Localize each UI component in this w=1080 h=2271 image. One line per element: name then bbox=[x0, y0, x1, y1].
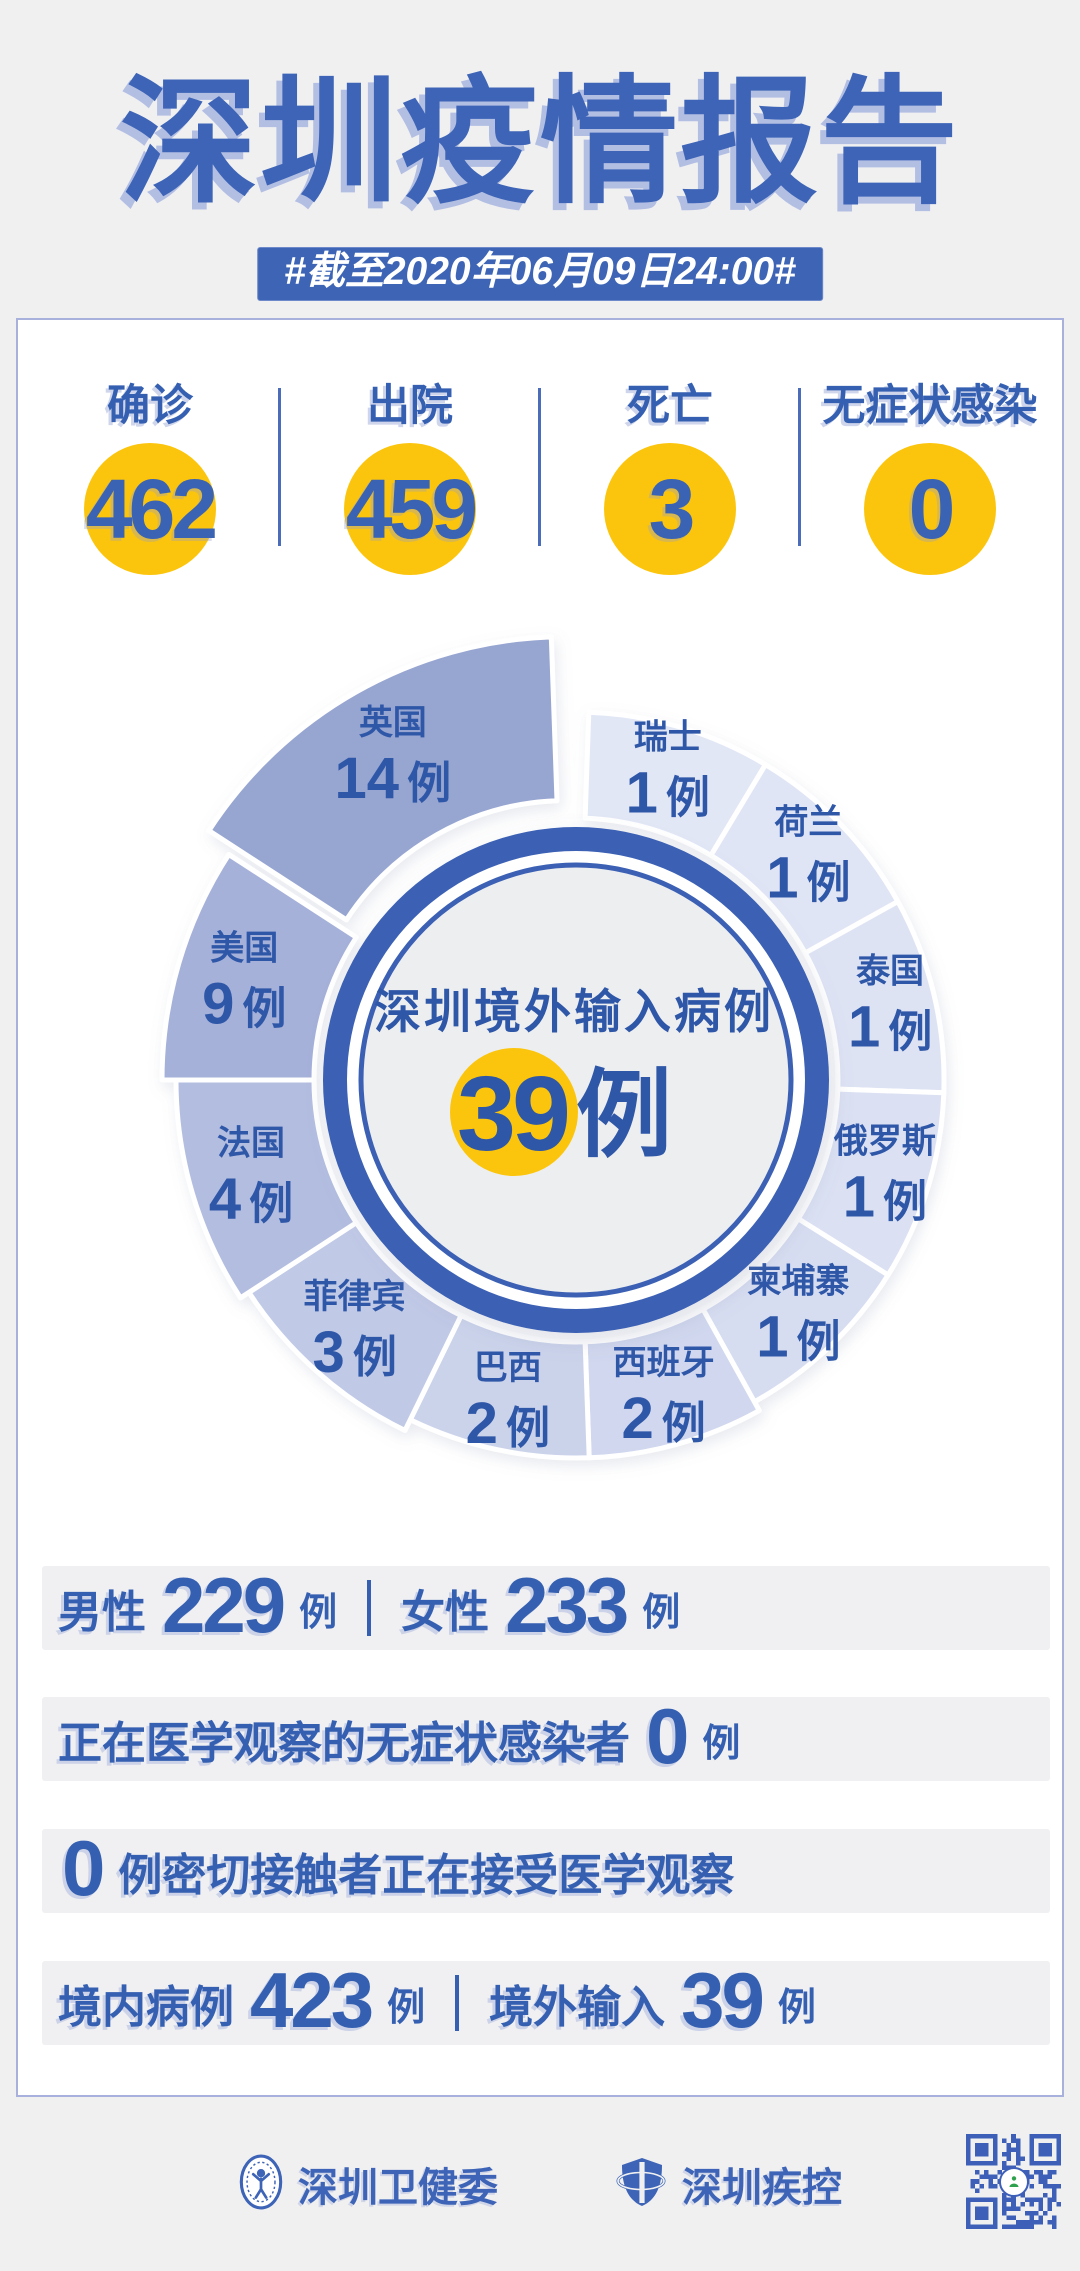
org-cdc-label: 深圳疾控 bbox=[682, 2166, 842, 2210]
pie-slice-name-4: 柬埔寨 bbox=[747, 1262, 849, 1300]
pie-center-hub bbox=[323, 827, 829, 1333]
pie-slice-name-3: 俄罗斯 bbox=[833, 1122, 936, 1160]
pie-slice-name-7: 菲律宾 bbox=[304, 1278, 406, 1316]
close-contacts-label: 例密切接触者正在接受医学观察 bbox=[118, 1851, 735, 1900]
pie-center-unit: 例 bbox=[576, 1062, 672, 1169]
stat-deaths-circle: 3 bbox=[604, 443, 736, 575]
imported-unit: 例 bbox=[777, 1986, 816, 2029]
qr-center-seal-icon bbox=[998, 2166, 1029, 2197]
panel-case-origin: 境内病例 423 例 境外输入 39 例 bbox=[42, 1956, 1050, 2045]
domestic-label: 境内病例 bbox=[58, 1983, 234, 2032]
stat-discharged-value: 459 bbox=[345, 461, 478, 556]
pie-center-highlight-circle bbox=[450, 1048, 578, 1176]
health-commission-seal-icon bbox=[238, 2153, 284, 2216]
stat-discharged: 出院 459 bbox=[280, 380, 541, 575]
observation-unit: 例 bbox=[702, 1722, 741, 1765]
org-cdc: 深圳疾控 bbox=[616, 2155, 842, 2214]
stat-confirmed-value: 462 bbox=[85, 461, 218, 556]
observation-value: 0 bbox=[646, 1692, 689, 1780]
pie-center-total: 39 bbox=[457, 1055, 568, 1173]
panel-close-contacts: 0 例密切接触者正在接受医学观察 bbox=[42, 1824, 1050, 1913]
panel-medical-observation: 正在医学观察的无症状感染者 0 例 bbox=[42, 1692, 1050, 1781]
stat-asymptomatic: 无症状感染 0 bbox=[800, 380, 1060, 575]
imported-value: 39 bbox=[681, 1956, 765, 2044]
domestic-cases: 境内病例 423 例 bbox=[58, 1956, 426, 2045]
close-contacts-value: 0 bbox=[62, 1824, 105, 1912]
imported-label: 境外输入 bbox=[489, 1983, 666, 2032]
footer: 深圳卫健委 深圳疾控 bbox=[0, 2097, 1080, 2271]
stat-discharged-label: 出院 bbox=[367, 382, 453, 430]
pie-slice-10 bbox=[206, 634, 560, 923]
pie-slices-group bbox=[159, 634, 947, 1461]
stat-asymptomatic-circle: 0 bbox=[864, 443, 996, 575]
female-value: 233 bbox=[505, 1561, 629, 1649]
qr-code bbox=[966, 2134, 1061, 2229]
male-unit: 例 bbox=[299, 1591, 338, 1634]
org-health-commission: 深圳卫健委 bbox=[238, 2153, 498, 2216]
imported-cases: 境外输入 39 例 bbox=[489, 1956, 816, 2045]
stat-asymptomatic-value: 0 bbox=[908, 461, 956, 556]
panel-divider bbox=[455, 1975, 460, 2031]
pie-center-title: 深圳境外输入病例 bbox=[374, 985, 774, 1038]
domestic-value: 423 bbox=[250, 1956, 374, 2044]
domestic-unit: 例 bbox=[387, 1986, 426, 2029]
stat-confirmed: 确诊 462 bbox=[20, 380, 281, 575]
hub-inner-ring bbox=[358, 862, 794, 1298]
date-badge: #截至2020年06月09日24:00# bbox=[257, 247, 823, 301]
pie-slice-name-5: 西班牙 bbox=[613, 1344, 715, 1382]
stat-deaths-label: 死亡 bbox=[627, 382, 713, 430]
pie-slice-name-10: 英国 bbox=[359, 704, 427, 742]
pie-slice-name-0: 瑞士 bbox=[634, 718, 702, 756]
stat-confirmed-circle: 462 bbox=[84, 443, 218, 575]
cdc-shield-icon bbox=[616, 2155, 668, 2214]
pie-slice-name-8: 法国 bbox=[217, 1124, 285, 1162]
summary-stats-row: 确诊 462 出院 459 死亡 3 无症状感染 0 bbox=[20, 380, 1060, 575]
pie-slice-name-6: 巴西 bbox=[474, 1349, 542, 1387]
stat-confirmed-label: 确诊 bbox=[107, 382, 193, 430]
panel-divider bbox=[367, 1580, 372, 1636]
panel-gender: 男性 229 例 女性 233 例 bbox=[42, 1561, 1050, 1650]
stat-deaths-value: 3 bbox=[648, 461, 696, 556]
stat-deaths: 死亡 3 bbox=[540, 380, 801, 575]
observation-label: 正在医学观察的无症状感染者 bbox=[58, 1719, 630, 1768]
male-label: 男性 bbox=[58, 1588, 146, 1637]
pie-slice-name-1: 荷兰 bbox=[774, 804, 842, 842]
org-health-commission-label: 深圳卫健委 bbox=[298, 2166, 498, 2210]
stat-asymptomatic-label: 无症状感染 bbox=[822, 382, 1038, 430]
pie-slice-name-9: 美国 bbox=[210, 930, 278, 968]
female-cases: 女性 233 例 bbox=[401, 1561, 681, 1650]
pie-slice-9 bbox=[159, 852, 359, 1083]
male-cases: 男性 229 例 bbox=[58, 1561, 338, 1650]
pie-slice-name-2: 泰国 bbox=[856, 953, 924, 991]
page-title: 深圳疫情报告 bbox=[119, 66, 960, 220]
female-unit: 例 bbox=[642, 1591, 681, 1634]
pie-slice-value-10: 14 例 bbox=[335, 746, 452, 811]
male-value: 229 bbox=[162, 1561, 286, 1649]
stat-discharged-circle: 459 bbox=[344, 443, 478, 575]
female-label: 女性 bbox=[401, 1588, 490, 1637]
